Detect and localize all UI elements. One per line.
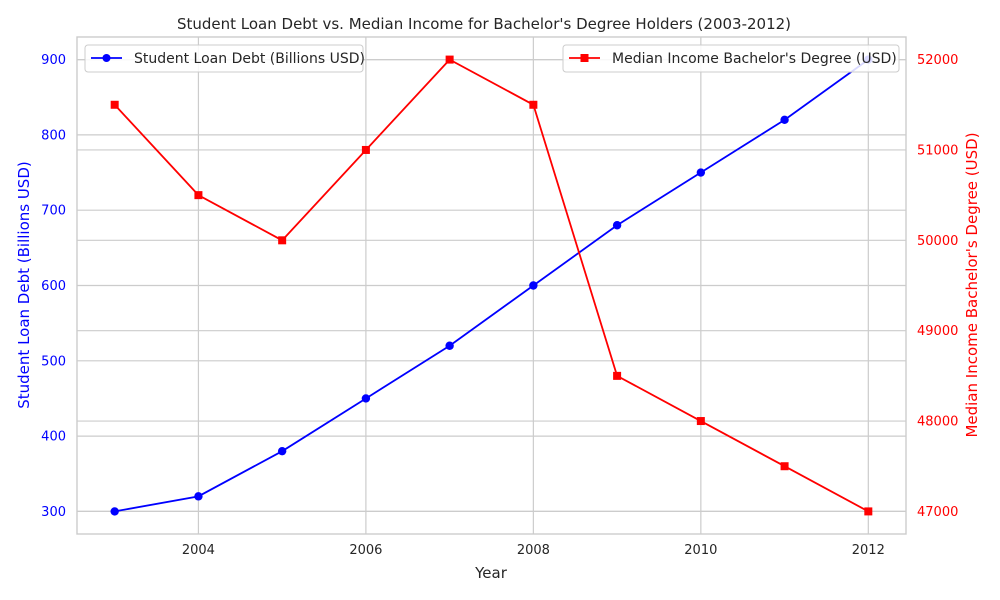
plot-frame <box>76 36 907 535</box>
data-point <box>529 100 538 109</box>
data-point <box>445 55 454 64</box>
x-axis: 2004 2006 2008 2010 2012 <box>182 543 885 558</box>
data-point <box>613 371 622 380</box>
data-point <box>780 115 789 125</box>
right-tick-label: 47000 <box>917 505 958 520</box>
left-tick-label: 700 <box>41 204 66 219</box>
left-tick-label: 600 <box>41 279 66 294</box>
series-line <box>114 58 869 513</box>
grid-lines <box>77 37 906 534</box>
right-tick-label: 51000 <box>917 143 958 158</box>
left-y-axis-label: Student Loan Debt (Billions USD) <box>15 161 33 409</box>
right-tick-label: 48000 <box>917 415 958 430</box>
right-tick-label: 49000 <box>917 324 958 339</box>
right-tick-label: 50000 <box>917 234 958 249</box>
data-point <box>864 507 873 516</box>
x-tick-label: 2012 <box>852 543 885 558</box>
left-tick-label: 300 <box>41 505 66 520</box>
data-point <box>696 168 706 177</box>
legend-right: Median Income Bachelor's Degree (USD) <box>562 44 900 73</box>
left-y-axis: 300 400 500 600 700 800 900 <box>41 53 66 520</box>
data-point <box>194 191 203 200</box>
legend-right-box <box>562 44 900 73</box>
x-tick-label: 2008 <box>517 543 550 558</box>
data-point <box>612 221 622 230</box>
data-point <box>278 236 287 245</box>
left-tick-label: 900 <box>41 53 66 68</box>
data-point <box>696 417 705 426</box>
left-tick-label: 400 <box>41 430 66 445</box>
series-line <box>114 58 869 513</box>
data-point <box>194 492 203 501</box>
x-axis-label: Year <box>474 564 508 582</box>
legend-left-marker <box>102 54 111 62</box>
x-tick-label: 2004 <box>182 543 215 558</box>
right-y-axis: 47000 48000 49000 50000 51000 52000 <box>917 53 958 520</box>
data-point <box>361 394 371 403</box>
data-point <box>445 341 454 350</box>
left-tick-label: 800 <box>41 128 66 143</box>
data-point <box>361 145 370 154</box>
legend-right-label: Median Income Bachelor's Degree (USD) <box>612 51 897 67</box>
left-tick-label: 500 <box>41 354 66 369</box>
data-point <box>110 507 119 516</box>
data-point <box>780 462 789 471</box>
data-point <box>529 281 538 290</box>
right-y-axis-label: Median Income Bachelor's Degree (USD) <box>963 132 981 437</box>
legend-left-box <box>84 44 364 73</box>
data-point <box>110 100 119 109</box>
series-layer <box>110 55 873 516</box>
series-1 <box>110 55 873 516</box>
legend-right-marker <box>580 54 589 62</box>
legend-left-label: Student Loan Debt (Billions USD) <box>134 51 365 67</box>
legend-left: Student Loan Debt (Billions USD) <box>84 44 365 73</box>
x-tick-label: 2010 <box>684 543 717 558</box>
x-tick-label: 2006 <box>349 543 382 558</box>
series-2 <box>110 55 873 516</box>
right-tick-label: 52000 <box>917 53 958 68</box>
chart-title: Student Loan Debt vs. Median Income for … <box>177 15 791 33</box>
data-point <box>277 446 287 456</box>
